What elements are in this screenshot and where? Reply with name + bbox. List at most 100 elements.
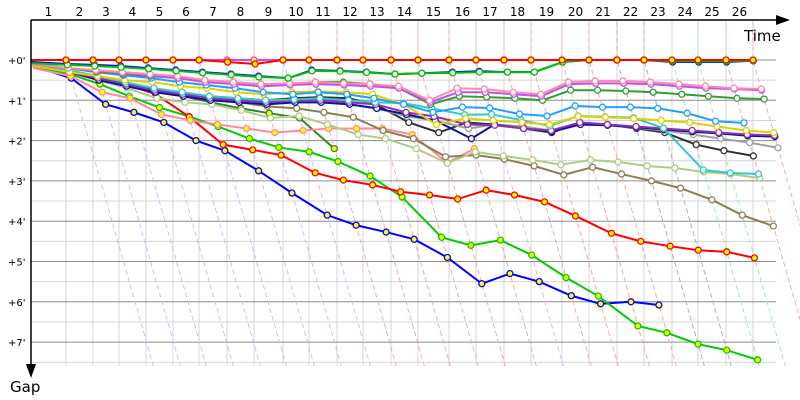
lap-marker-line bbox=[643, 22, 732, 367]
data-point bbox=[482, 186, 490, 194]
data-point bbox=[540, 198, 549, 206]
data-point bbox=[519, 124, 528, 133]
data-point bbox=[528, 251, 536, 259]
data-point bbox=[259, 88, 267, 96]
data-point bbox=[688, 126, 696, 135]
x-tick-label: 2 bbox=[76, 5, 84, 19]
data-point bbox=[722, 56, 730, 64]
data-point bbox=[172, 67, 180, 75]
data-point bbox=[248, 146, 257, 154]
data-point bbox=[381, 134, 390, 143]
x-tick-label: 6 bbox=[182, 5, 190, 19]
x-tick-label: 10 bbox=[288, 5, 303, 19]
data-point bbox=[339, 176, 347, 184]
lap-marker-line bbox=[503, 22, 592, 367]
data-point bbox=[394, 82, 403, 90]
data-point bbox=[62, 56, 70, 64]
data-point bbox=[181, 98, 189, 106]
data-point bbox=[366, 172, 374, 180]
data-point bbox=[323, 120, 332, 129]
data-point bbox=[603, 120, 612, 129]
data-point bbox=[666, 242, 674, 250]
data-point bbox=[153, 94, 161, 102]
data-point bbox=[441, 153, 450, 161]
y-axis-label: Gap bbox=[10, 378, 40, 396]
lap-marker-line bbox=[530, 22, 619, 367]
data-point bbox=[382, 228, 390, 236]
data-point bbox=[694, 56, 702, 64]
data-point bbox=[594, 292, 603, 300]
data-point bbox=[245, 134, 254, 143]
data-point bbox=[409, 134, 418, 143]
data-point bbox=[632, 122, 640, 131]
data-point bbox=[387, 56, 395, 64]
data-point bbox=[443, 253, 452, 262]
data-point bbox=[117, 63, 125, 71]
data-point bbox=[774, 144, 782, 152]
x-axis-label: Time bbox=[743, 27, 781, 45]
data-point bbox=[730, 84, 738, 92]
x-tick-label: 13 bbox=[369, 5, 384, 19]
data-point bbox=[527, 56, 535, 64]
data-point bbox=[634, 322, 642, 330]
lap-marker-line bbox=[390, 22, 479, 367]
data-point bbox=[462, 114, 470, 123]
data-point bbox=[585, 56, 593, 64]
data-point bbox=[316, 94, 324, 102]
data-point bbox=[279, 56, 287, 64]
data-point bbox=[429, 108, 437, 117]
data-point bbox=[425, 96, 434, 104]
data-point bbox=[576, 118, 584, 127]
data-point bbox=[694, 246, 702, 254]
data-point bbox=[98, 88, 106, 96]
data-point bbox=[503, 68, 512, 76]
data-point bbox=[566, 86, 575, 94]
lap-marker-line bbox=[417, 22, 506, 367]
data-point bbox=[354, 130, 362, 139]
data-point bbox=[227, 71, 235, 79]
data-point bbox=[586, 156, 595, 164]
series-line bbox=[33, 67, 758, 361]
lap-marker-line bbox=[253, 22, 342, 367]
lap-marker-line bbox=[282, 22, 371, 367]
x-tick-label: 25 bbox=[704, 5, 719, 19]
data-point bbox=[557, 161, 565, 169]
x-tick-label: 23 bbox=[650, 5, 665, 19]
data-point bbox=[535, 277, 543, 286]
y-tick-label: +3' bbox=[8, 177, 26, 188]
data-point bbox=[663, 329, 671, 337]
data-point bbox=[574, 112, 582, 121]
series-group bbox=[31, 56, 782, 364]
data-point bbox=[144, 65, 153, 73]
data-point bbox=[467, 241, 475, 250]
series-line bbox=[33, 67, 475, 164]
data-point bbox=[150, 84, 158, 92]
data-point bbox=[596, 300, 605, 308]
data-point bbox=[366, 80, 374, 88]
lap-marker-line bbox=[308, 22, 397, 367]
data-point bbox=[560, 171, 568, 179]
data-point bbox=[749, 152, 758, 160]
data-point bbox=[271, 128, 279, 137]
data-point bbox=[499, 152, 508, 160]
data-point bbox=[467, 134, 476, 143]
data-point bbox=[678, 90, 686, 98]
data-point bbox=[567, 292, 575, 300]
lap-marker-line bbox=[145, 22, 234, 367]
lap-marker-line bbox=[671, 22, 760, 367]
data-point bbox=[671, 164, 679, 172]
data-point bbox=[352, 124, 361, 133]
data-point bbox=[686, 118, 694, 127]
data-point bbox=[261, 96, 270, 104]
series-line-group bbox=[32, 63, 765, 104]
data-point bbox=[257, 80, 265, 88]
data-point bbox=[295, 112, 303, 120]
data-point bbox=[509, 88, 517, 96]
data-point bbox=[370, 94, 378, 102]
data-point bbox=[745, 138, 754, 147]
x-tick-label: 3 bbox=[102, 5, 110, 19]
data-point bbox=[646, 78, 654, 86]
data-point bbox=[694, 340, 702, 348]
data-point bbox=[475, 68, 484, 76]
data-point bbox=[320, 108, 328, 117]
